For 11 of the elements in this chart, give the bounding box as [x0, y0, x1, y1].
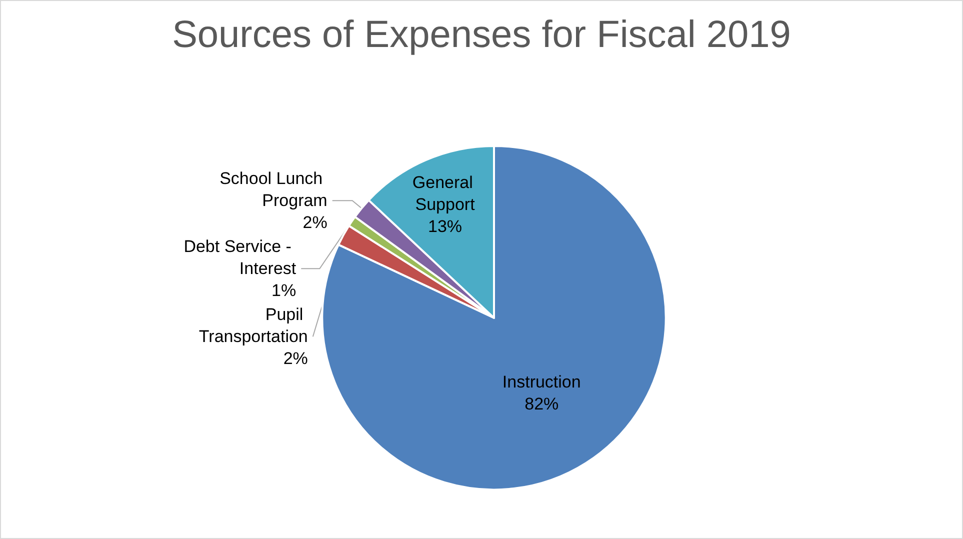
chart-title: Sources of Expenses for Fiscal 2019	[172, 14, 791, 56]
slice-label: Debt Service - Interest	[184, 237, 296, 278]
data-label: 13%	[428, 217, 462, 236]
slice-label: Pupil Transportation	[198, 305, 308, 346]
slice-label: General Support	[412, 173, 478, 214]
slice-label: Instruction	[502, 372, 581, 392]
data-label: 1%	[272, 281, 296, 300]
slice-label: School Lunch Program	[220, 169, 328, 210]
data-label: 82%	[524, 394, 559, 414]
data-label: 2%	[302, 213, 328, 232]
data-label: 2%	[283, 349, 308, 368]
